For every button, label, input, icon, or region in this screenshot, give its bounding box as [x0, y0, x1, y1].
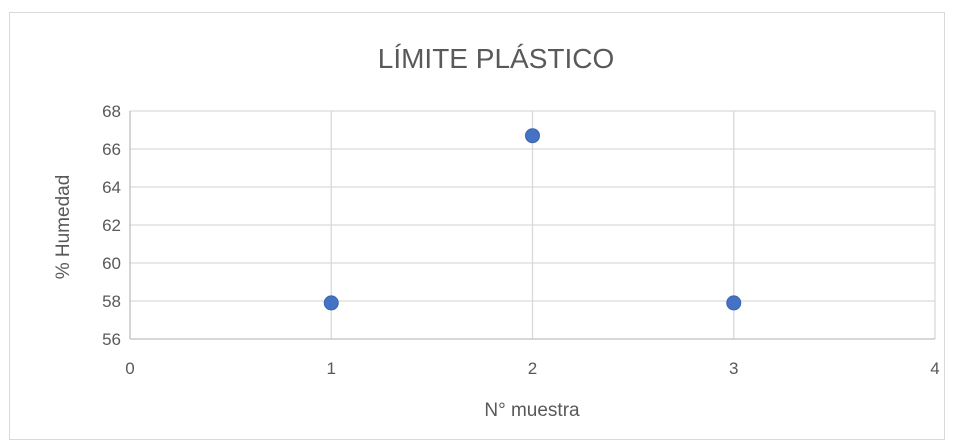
grid	[130, 110, 936, 339]
y-axis-title: % Humedad	[53, 175, 74, 280]
x-tick-label: 3	[729, 359, 738, 378]
x-axis-title: N° muestra	[484, 400, 580, 421]
x-tick-label: 0	[125, 359, 134, 378]
chart-frame	[9, 12, 945, 440]
y-tick-label: 56	[102, 330, 121, 349]
y-tick-label: 62	[102, 216, 121, 235]
y-tick-label: 64	[102, 178, 121, 197]
x-tick-label: 1	[327, 359, 336, 378]
y-tick-label: 68	[102, 102, 121, 121]
x-tick-label: 4	[930, 359, 939, 378]
axes	[129, 111, 935, 340]
data-point	[726, 295, 742, 311]
data-point	[323, 295, 339, 311]
data-points	[323, 128, 742, 311]
tick-labels: 56 58 60 62 64 66 68 0 1 2 3 4	[102, 102, 940, 378]
y-tick-label: 66	[102, 140, 121, 159]
y-tick-label: 60	[102, 254, 121, 273]
y-tick-label: 58	[102, 292, 121, 311]
chart-title: LÍMITE PLÁSTICO	[378, 43, 615, 74]
data-point	[525, 128, 540, 144]
x-tick-label: 2	[528, 359, 537, 378]
